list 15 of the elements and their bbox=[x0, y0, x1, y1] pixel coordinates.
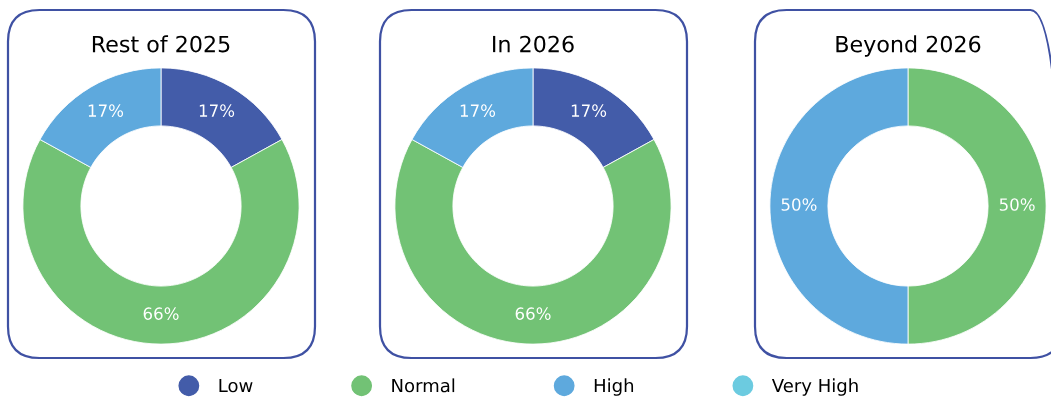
data-label: 66% bbox=[143, 307, 179, 320]
data-label: 66% bbox=[515, 307, 551, 320]
chart-title: In 2026 bbox=[493, 35, 574, 53]
data-label: 50% bbox=[999, 198, 1035, 211]
data-label: 17% bbox=[571, 104, 607, 117]
data-label: 17% bbox=[460, 104, 496, 117]
chart-title: Rest of 2025 bbox=[92, 35, 230, 53]
legend-label: High bbox=[594, 378, 634, 396]
legend-label: Low bbox=[219, 378, 253, 393]
data-label: 17% bbox=[88, 104, 124, 117]
data-label: 17% bbox=[199, 104, 235, 117]
legend-label: Very High bbox=[771, 378, 858, 396]
chart-title: Beyond 2026 bbox=[836, 35, 981, 57]
data-label: 50% bbox=[781, 198, 817, 211]
legend-label: Normal bbox=[392, 378, 455, 393]
